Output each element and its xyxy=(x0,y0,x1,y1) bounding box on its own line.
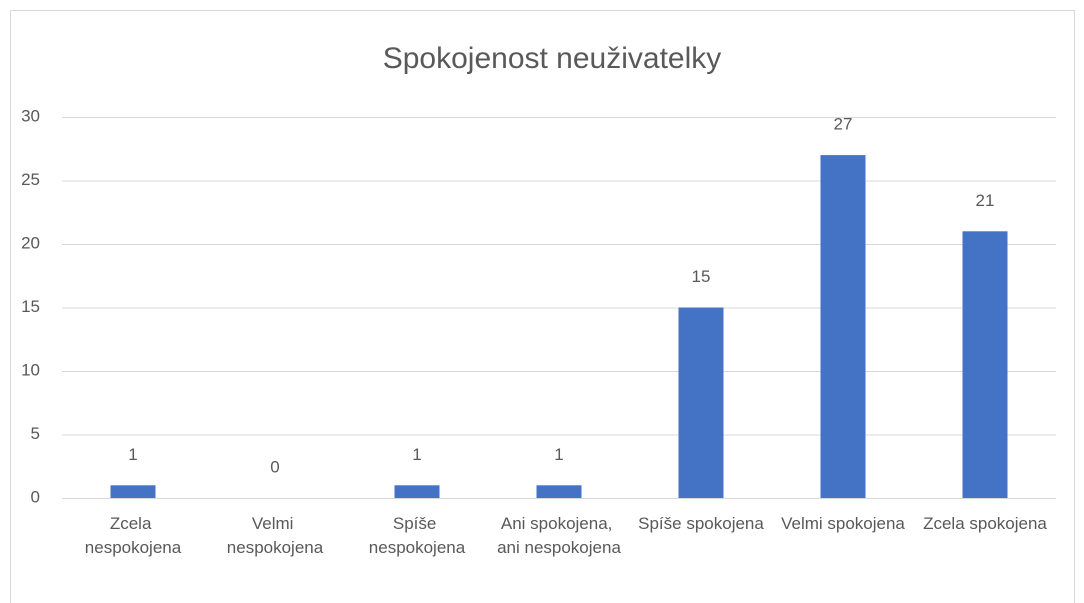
x-tick-label: Spíše spokojena xyxy=(638,514,764,533)
x-tick-label: Zcela spokojena xyxy=(923,514,1047,533)
data-label: 1 xyxy=(412,445,421,464)
x-tick-label: Ani spokojena, ani nespokojena xyxy=(497,514,621,557)
chart-title: Spokojenost neuživatelky xyxy=(383,42,722,75)
bar xyxy=(394,485,440,498)
y-tick-label: 10 xyxy=(21,360,40,379)
bar xyxy=(962,231,1008,499)
bar xyxy=(536,485,582,498)
y-tick-label: 0 xyxy=(31,487,40,506)
bar xyxy=(110,485,156,498)
data-label: 27 xyxy=(834,115,853,134)
bar xyxy=(820,155,866,498)
y-tick-label: 20 xyxy=(21,233,40,252)
data-label: 1 xyxy=(128,445,137,464)
bar xyxy=(678,307,724,498)
data-label: 0 xyxy=(270,457,279,476)
y-tick-label: 15 xyxy=(21,297,40,316)
y-tick-label: 5 xyxy=(31,424,40,443)
data-label: 1 xyxy=(554,445,563,464)
x-tick-label: Zcela nespokojena xyxy=(85,514,182,557)
chart-frame xyxy=(10,10,1075,603)
data-label: 21 xyxy=(976,191,995,210)
x-tick-label: Velmi spokojena xyxy=(781,514,905,533)
x-tick-label: Spíše nespokojena xyxy=(369,514,466,557)
y-tick-label: 30 xyxy=(21,106,40,125)
y-tick-label: 25 xyxy=(21,170,40,189)
data-label: 15 xyxy=(692,267,711,286)
x-tick-label: Velmi nespokojena xyxy=(227,514,324,557)
